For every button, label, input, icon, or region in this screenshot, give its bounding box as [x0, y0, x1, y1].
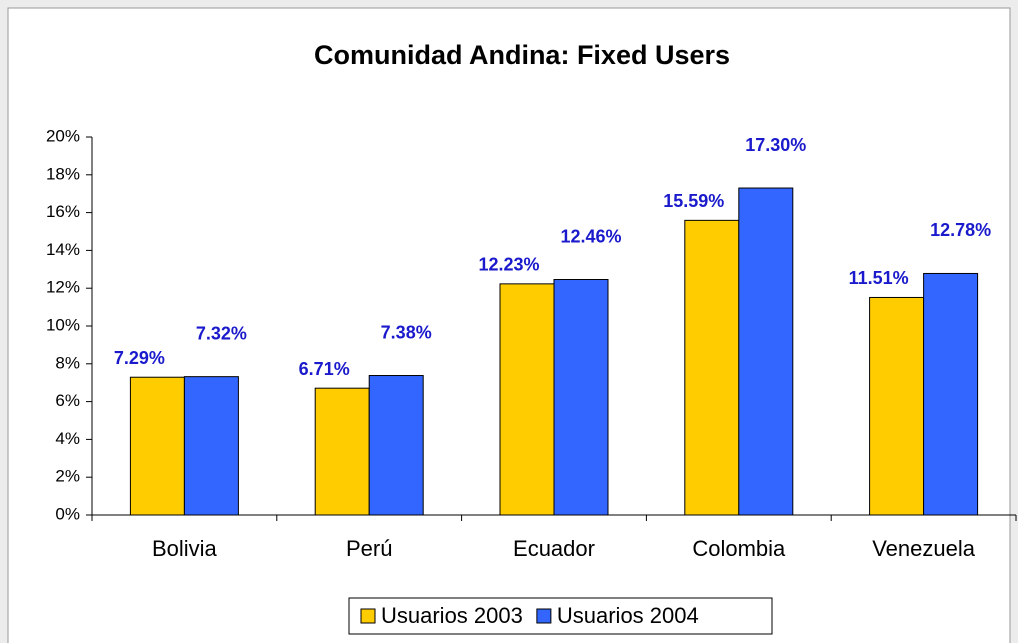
bar	[183, 376, 239, 516]
value-label: 15.59%	[663, 191, 724, 211]
value-label: 7.29%	[114, 348, 165, 368]
bar	[869, 296, 925, 516]
legend-swatch	[360, 608, 376, 624]
y-tick-label: 6%	[55, 391, 80, 410]
value-label: 7.32%	[196, 323, 247, 343]
bar	[684, 219, 740, 516]
x-tick-label: Bolivia	[152, 536, 218, 561]
bar	[499, 283, 555, 516]
bar	[923, 272, 979, 516]
y-tick-label: 2%	[55, 467, 80, 486]
bar	[553, 279, 609, 516]
value-label: 12.46%	[560, 226, 621, 246]
value-label: 12.78%	[930, 220, 991, 240]
bar	[738, 187, 794, 516]
value-label: 7.38%	[381, 322, 432, 342]
legend-label: Usuarios 2004	[557, 603, 699, 628]
bar	[368, 375, 424, 516]
x-tick-label: Venezuela	[872, 536, 976, 561]
value-label: 6.71%	[299, 359, 350, 379]
y-tick-label: 8%	[55, 353, 80, 372]
value-label: 12.23%	[478, 255, 539, 275]
x-tick-label: Perú	[346, 536, 392, 561]
chart-title: Comunidad Andina: Fixed Users	[314, 40, 730, 70]
y-tick-label: 12%	[46, 278, 80, 297]
y-tick-label: 16%	[46, 202, 80, 221]
bar	[314, 387, 370, 516]
bar	[129, 376, 185, 516]
y-tick-label: 18%	[46, 164, 80, 183]
legend-label: Usuarios 2003	[381, 603, 523, 628]
value-label: 17.30%	[745, 135, 806, 155]
x-tick-label: Colombia	[692, 536, 786, 561]
legend-swatch	[536, 608, 552, 624]
y-tick-label: 14%	[46, 240, 80, 259]
legend-box	[348, 597, 773, 635]
x-tick-label: Ecuador	[513, 536, 595, 561]
y-tick-label: 4%	[55, 429, 80, 448]
y-tick-label: 20%	[46, 126, 80, 145]
value-label: 11.51%	[849, 268, 909, 288]
y-tick-label: 10%	[46, 315, 80, 334]
y-tick-label: 0%	[55, 504, 80, 523]
